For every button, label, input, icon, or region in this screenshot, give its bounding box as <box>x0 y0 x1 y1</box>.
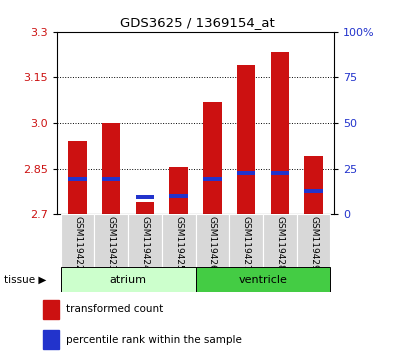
Bar <box>271 52 289 214</box>
Text: GDS3625 / 1369154_at: GDS3625 / 1369154_at <box>120 16 275 29</box>
Bar <box>128 214 162 267</box>
Bar <box>169 167 188 214</box>
Bar <box>135 195 154 199</box>
Text: GSM119424: GSM119424 <box>141 216 149 270</box>
Bar <box>203 102 222 214</box>
Bar <box>237 65 256 214</box>
Text: GSM119429: GSM119429 <box>309 216 318 270</box>
Text: atrium: atrium <box>109 275 147 285</box>
Text: GSM119425: GSM119425 <box>174 216 183 270</box>
Bar <box>304 189 323 193</box>
Text: tissue ▶: tissue ▶ <box>4 275 46 285</box>
Bar <box>68 177 87 181</box>
Bar <box>135 202 154 214</box>
Text: ventricle: ventricle <box>239 275 288 285</box>
Bar <box>297 214 330 267</box>
Text: transformed count: transformed count <box>66 304 163 314</box>
Bar <box>102 177 120 181</box>
Text: percentile rank within the sample: percentile rank within the sample <box>66 335 241 344</box>
Bar <box>271 171 289 175</box>
Bar <box>102 123 120 214</box>
Bar <box>61 267 196 292</box>
Text: GSM119422: GSM119422 <box>73 216 82 270</box>
Bar <box>43 300 58 319</box>
Bar <box>229 214 263 267</box>
Bar <box>304 156 323 214</box>
Bar <box>68 141 87 214</box>
Text: GSM119427: GSM119427 <box>242 216 250 270</box>
Text: GSM119426: GSM119426 <box>208 216 217 270</box>
Bar <box>169 194 188 198</box>
Bar <box>203 177 222 181</box>
Bar <box>237 171 256 175</box>
Bar <box>263 214 297 267</box>
Bar <box>196 267 330 292</box>
Text: GSM119428: GSM119428 <box>275 216 284 270</box>
Bar <box>196 214 229 267</box>
Bar <box>94 214 128 267</box>
Bar <box>162 214 196 267</box>
Bar <box>43 330 58 349</box>
Bar <box>61 214 94 267</box>
Text: GSM119423: GSM119423 <box>107 216 116 270</box>
